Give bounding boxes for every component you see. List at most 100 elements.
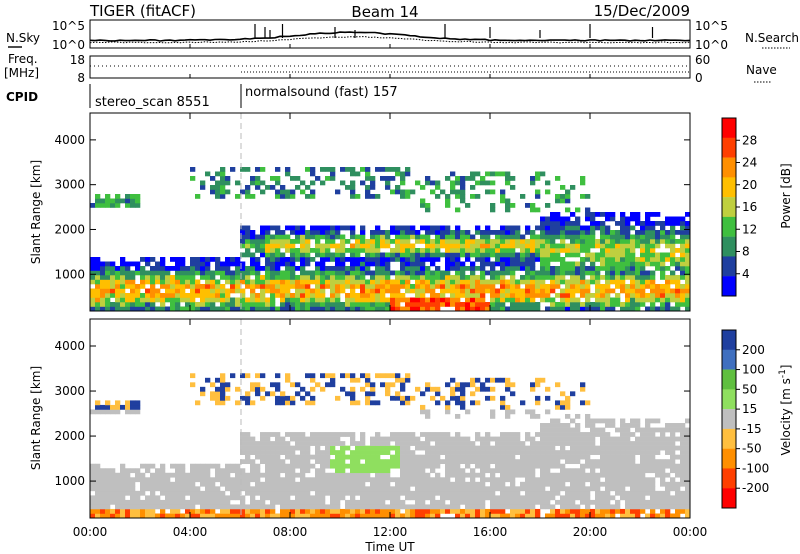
power-cell [610,230,616,235]
power-cell [520,302,526,307]
power-cell [535,171,541,177]
velocity-cell [470,481,476,487]
power-cell [420,302,426,307]
power-cell [145,257,151,262]
power-cell [525,252,531,258]
power-cell [460,252,466,258]
velocity-cell [475,459,481,465]
power-cell [500,279,506,285]
velocity-cell [345,481,351,487]
power-cell [655,288,661,294]
velocity-cell [485,432,491,437]
power-cell [420,239,426,244]
velocity-cell [335,395,341,401]
velocity-cell [580,486,586,492]
velocity-cell [635,486,641,492]
velocity-cell [185,513,191,519]
power-cell [320,257,326,262]
velocity-cell [130,404,136,410]
power-cell [590,302,596,307]
power-cell [570,270,576,276]
velocity-cell [555,432,561,437]
velocity-cell [90,477,96,483]
velocity-cell [335,477,341,483]
velocity-cell [210,513,216,519]
power-cell [355,279,361,285]
freq-label: Freq. [8,52,38,66]
velocity-cell [570,472,576,478]
power-cell [260,288,266,294]
power-cell [630,216,636,222]
power-cell [520,279,526,285]
velocity-cell [235,486,241,492]
power-cell [150,284,156,289]
velocity-cell [395,445,401,451]
velocity-cell [645,423,651,428]
power-cell [470,261,476,267]
velocity-cell [195,486,201,492]
power-cell [465,234,471,240]
power-cell [365,252,371,258]
power-cell [665,306,671,312]
power-cell [300,234,306,240]
power-cell [115,297,121,303]
power-cell [590,212,596,217]
power-cell [585,252,591,258]
velocity-cell [345,504,351,510]
power-cell [285,302,291,307]
power-cell [320,180,326,186]
power-cell [475,288,481,294]
power-cell [405,239,411,244]
power-cell [200,185,206,190]
power-cell [505,248,511,253]
velocity-cell [405,445,411,451]
power-cell [330,302,336,307]
power-cell [370,279,376,285]
velocity-cell [685,468,691,474]
power-cell [275,252,281,258]
velocity-cell [505,445,511,451]
power-cell [590,225,596,231]
velocity-cell [610,472,616,478]
velocity-cell [505,463,511,469]
velocity-cell [615,499,621,505]
velocity-cell [255,454,261,460]
velocity-cell [670,495,676,501]
velocity-cell [635,418,641,424]
power-cell [265,288,271,294]
power-cell [660,225,666,231]
velocity-cell [190,472,196,478]
velocity-cell [640,477,646,483]
velocity-cell [645,504,651,510]
power-cell [405,234,411,240]
velocity-cell [200,477,206,483]
power-cell [600,284,606,289]
velocity-cell [95,409,101,415]
velocity-cell [350,436,356,442]
velocity-cell [470,382,476,388]
power-cell [440,239,446,244]
velocity-cell [325,459,331,465]
nsearch-label: N.Search [745,31,799,45]
power-cell [365,167,371,172]
velocity-cell [385,490,391,496]
power-cell [270,252,276,258]
power-cell [405,225,411,231]
power-cell [245,252,251,258]
velocity-cell [175,495,181,501]
velocity-cell [400,499,406,505]
power-cell [625,297,631,303]
power-cell [285,225,291,231]
power-cell [480,288,486,294]
power-cell [140,266,146,271]
power-cell [135,288,141,294]
power-cell [140,275,146,280]
velocity-cell [310,441,316,446]
power-cell [630,239,636,244]
velocity-cell [285,472,291,478]
velocity-cell [160,499,166,505]
y-tick-label: 3000 [54,178,85,192]
velocity-cell [170,472,176,478]
velocity-cell [540,445,546,451]
power-cell [350,297,356,303]
